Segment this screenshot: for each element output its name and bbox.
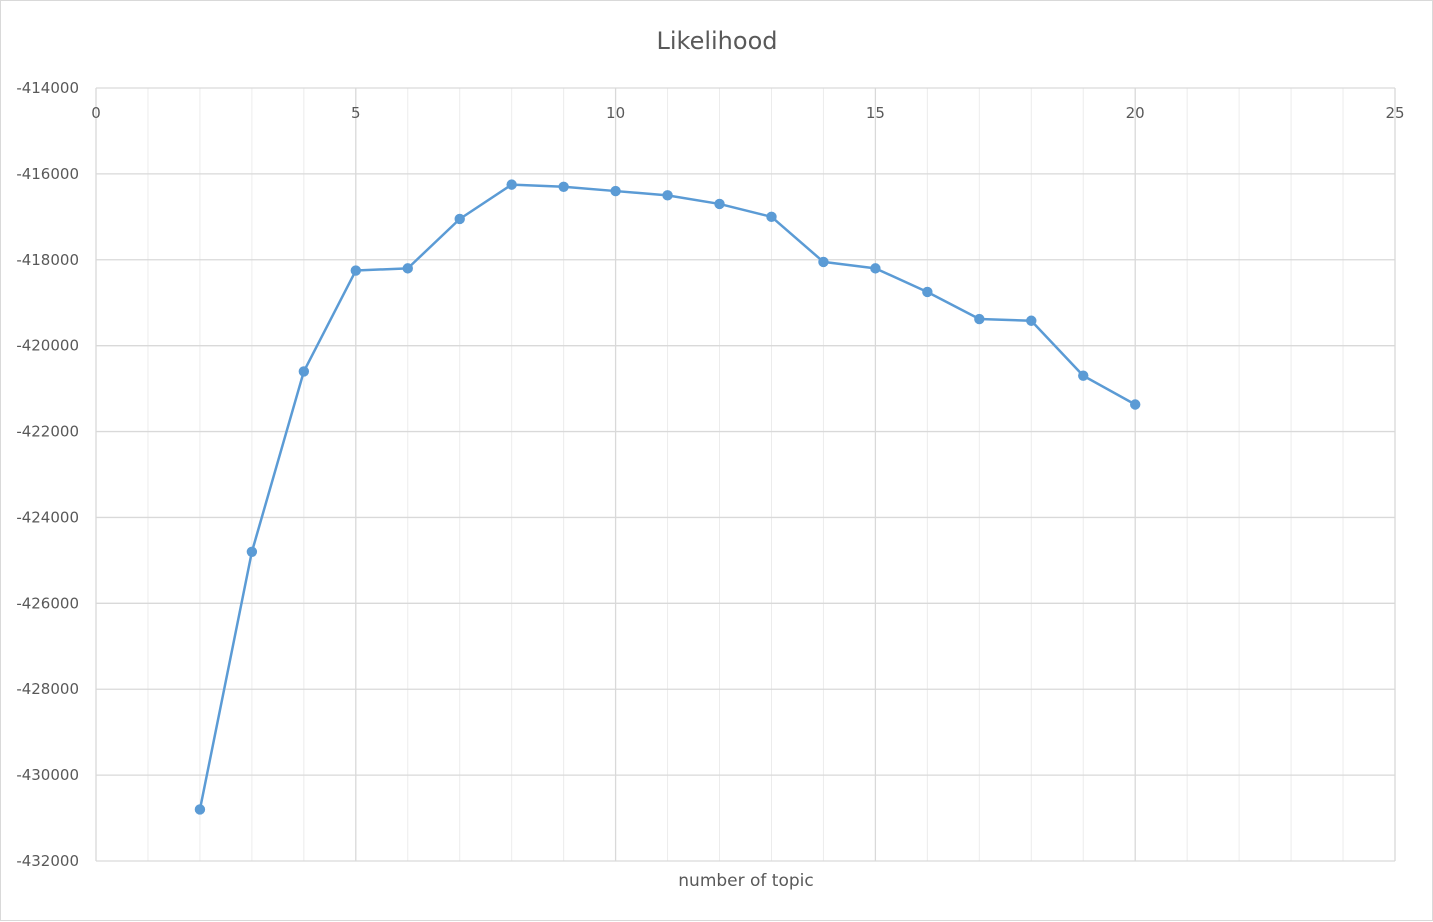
x-tick-label: 5	[351, 104, 361, 122]
data-point	[454, 213, 465, 225]
minor-gridlines	[147, 88, 1344, 861]
data-point	[974, 313, 985, 325]
data-point	[246, 546, 258, 557]
y-tick-label: -424000	[16, 508, 79, 526]
x-tick-label: 0	[91, 104, 101, 122]
x-axis-ticks: 0 5 10 15 20 25	[91, 104, 1404, 122]
x-tick-label: 20	[1126, 104, 1145, 122]
y-tick-label: -422000	[16, 423, 79, 441]
data-point	[1078, 370, 1089, 381]
y-tick-label: -418000	[16, 251, 79, 269]
x-tick-label: 25	[1385, 104, 1404, 122]
x-tick-label: 10	[606, 104, 625, 122]
data-point	[610, 185, 621, 197]
data-point	[1026, 315, 1037, 326]
y-tick-label: -416000	[16, 165, 79, 183]
data-point	[558, 181, 569, 192]
y-tick-label: -420000	[16, 337, 79, 355]
data-point	[766, 211, 777, 223]
y-axis-ticks: -414000 -416000 -418000 -420000 -422000 -4240…	[16, 79, 79, 870]
major-gridlines	[95, 87, 1396, 862]
x-axis-label: number of topic	[678, 871, 813, 891]
x-tick-label: 15	[866, 104, 885, 122]
data-point	[402, 263, 413, 274]
data-point	[870, 263, 881, 274]
data-point	[350, 265, 361, 276]
data-point	[506, 179, 517, 190]
y-tick-label: -426000	[16, 594, 79, 612]
data-point	[714, 198, 725, 210]
data-point	[298, 366, 310, 377]
data-point	[662, 190, 673, 201]
series-group	[194, 179, 1141, 815]
chart-title: Likelihood	[657, 27, 778, 55]
data-point	[922, 286, 933, 298]
data-point	[1130, 399, 1141, 410]
y-tick-label: -428000	[16, 680, 79, 698]
data-point	[818, 256, 829, 268]
y-tick-label: -430000	[16, 766, 79, 784]
y-tick-label: -432000	[16, 852, 79, 870]
y-tick-label: -414000	[16, 79, 79, 97]
data-point	[194, 804, 206, 815]
